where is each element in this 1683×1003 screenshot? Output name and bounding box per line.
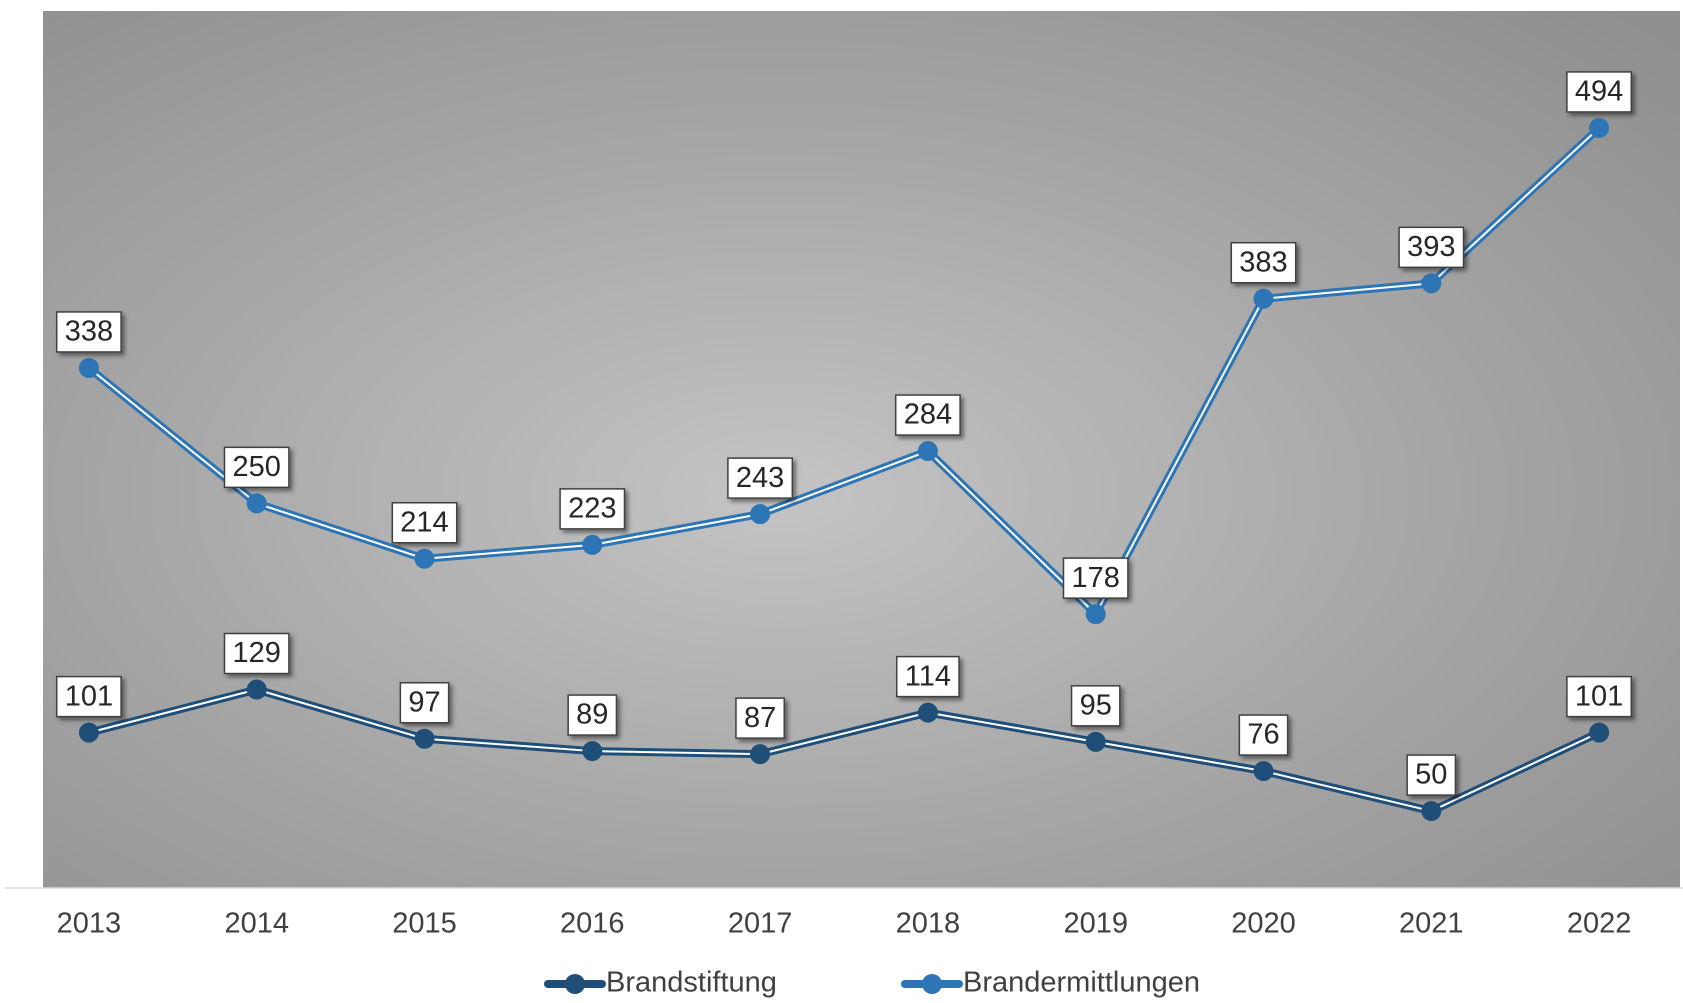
data-label-text: 243 bbox=[736, 462, 784, 494]
data-label: 284 bbox=[896, 395, 960, 435]
marker bbox=[582, 741, 602, 761]
data-label: 129 bbox=[225, 634, 289, 674]
marker bbox=[1589, 118, 1609, 138]
x-tick-label: 2019 bbox=[1063, 908, 1128, 940]
data-label-text: 89 bbox=[576, 699, 608, 731]
data-label: 338 bbox=[57, 312, 121, 352]
data-label-text: 494 bbox=[1575, 76, 1623, 108]
data-label-text: 178 bbox=[1072, 562, 1120, 594]
data-label: 87 bbox=[736, 698, 784, 738]
marker bbox=[918, 441, 938, 461]
data-label-text: 101 bbox=[65, 680, 113, 712]
legend-label: Brandstiftung bbox=[606, 967, 777, 999]
marker bbox=[1421, 273, 1441, 293]
x-tick-label: 2021 bbox=[1399, 908, 1464, 940]
data-label-text: 338 bbox=[65, 316, 113, 348]
marker bbox=[415, 729, 435, 749]
marker bbox=[247, 493, 267, 513]
legend-marker bbox=[922, 974, 942, 994]
marker bbox=[79, 723, 99, 743]
data-label-text: 284 bbox=[904, 399, 952, 431]
data-label-text: 97 bbox=[408, 686, 440, 718]
data-label-text: 114 bbox=[905, 660, 951, 692]
marker bbox=[1086, 604, 1106, 624]
data-label: 393 bbox=[1399, 227, 1463, 267]
marker bbox=[1589, 723, 1609, 743]
data-label: 97 bbox=[400, 683, 448, 723]
data-label: 250 bbox=[225, 447, 289, 487]
data-label: 89 bbox=[568, 695, 616, 735]
x-tick-label: 2017 bbox=[728, 908, 793, 940]
marker bbox=[1254, 289, 1274, 309]
data-label-text: 129 bbox=[233, 637, 281, 669]
data-label-text: 101 bbox=[1575, 680, 1623, 712]
data-label-text: 223 bbox=[568, 493, 616, 525]
data-label: 243 bbox=[728, 458, 792, 498]
data-label: 494 bbox=[1567, 72, 1631, 112]
x-tick-label: 2022 bbox=[1567, 908, 1632, 940]
data-label: 101 bbox=[1567, 677, 1631, 717]
marker bbox=[750, 744, 770, 764]
data-label-text: 393 bbox=[1407, 231, 1455, 263]
legend-label: Brandermittlungen bbox=[963, 967, 1200, 999]
x-tick-label: 2015 bbox=[392, 908, 457, 940]
marker bbox=[1421, 801, 1441, 821]
data-label: 178 bbox=[1064, 558, 1128, 598]
x-tick-label: 2013 bbox=[57, 908, 122, 940]
data-label: 223 bbox=[560, 489, 624, 529]
data-label-text: 383 bbox=[1239, 246, 1287, 278]
marker bbox=[1086, 732, 1106, 752]
data-label-text: 95 bbox=[1080, 689, 1112, 721]
data-label: 50 bbox=[1407, 755, 1455, 795]
data-label-text: 250 bbox=[233, 451, 281, 483]
marker bbox=[918, 703, 938, 723]
x-tick-label: 2014 bbox=[224, 908, 289, 940]
legend-marker bbox=[565, 974, 585, 994]
data-label-text: 87 bbox=[744, 702, 776, 734]
marker bbox=[247, 680, 267, 700]
data-label-text: 50 bbox=[1415, 759, 1447, 791]
data-label: 383 bbox=[1231, 243, 1295, 283]
marker bbox=[415, 549, 435, 569]
marker bbox=[582, 535, 602, 555]
marker bbox=[1254, 761, 1274, 781]
marker bbox=[79, 358, 99, 378]
data-label-text: 76 bbox=[1247, 719, 1279, 751]
x-tick-label: 2016 bbox=[560, 908, 625, 940]
x-tick-label: 2020 bbox=[1231, 908, 1296, 940]
data-label: 114 bbox=[897, 657, 959, 697]
x-tick-label: 2018 bbox=[896, 908, 961, 940]
data-label: 76 bbox=[1239, 715, 1287, 755]
chart: 2013 2014 2015 2016 2017 2018 2019 2020 2021 2022… bbox=[0, 0, 1683, 1003]
data-label-text: 214 bbox=[400, 506, 448, 538]
data-label: 214 bbox=[392, 503, 456, 543]
marker bbox=[750, 504, 770, 524]
data-label: 101 bbox=[57, 677, 121, 717]
data-label: 95 bbox=[1072, 686, 1120, 726]
